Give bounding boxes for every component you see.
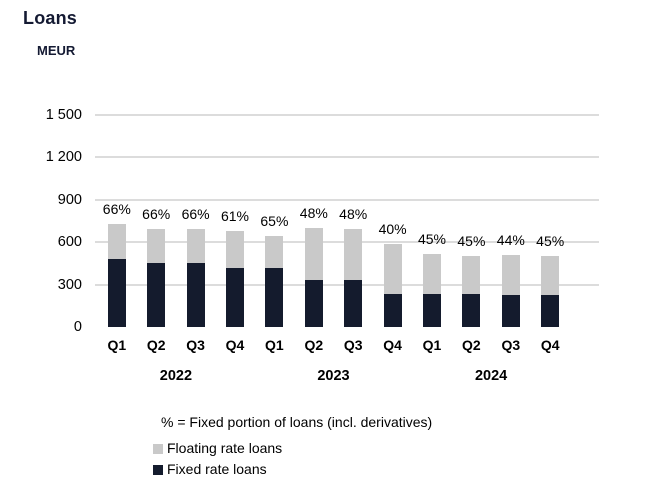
chart-title: Loans [23, 8, 78, 28]
bar-percent-label: 66% [102, 200, 131, 217]
bar-percent-label: 45% [457, 232, 486, 249]
bar-percent-label: 48% [299, 205, 328, 222]
bar-percent-label: 66% [181, 206, 210, 223]
bar-segment-fixed-rate [304, 279, 323, 327]
bar-segment-fixed-rate [107, 259, 126, 327]
bar-segment-floating-rate [383, 243, 402, 294]
x-axis-quarter-label: Q4 [225, 337, 245, 353]
bar-segment-floating-rate [265, 235, 284, 268]
legend-swatch-icon [153, 465, 163, 475]
bar-segment-floating-rate [423, 254, 441, 295]
y-axis-tick-label: 0 [73, 319, 82, 335]
y-axis-tick-label: 600 [57, 234, 82, 251]
bar-segment-fixed-rate [501, 295, 520, 327]
bar-segment-fixed-rate [265, 267, 284, 327]
bar-segment-floating-rate [186, 229, 205, 263]
y-axis-unit-label: MEUR [37, 43, 76, 58]
legend-item: Fixed rate loans [153, 461, 373, 479]
x-axis-year-label: 2024 [474, 368, 508, 384]
bar-segment-floating-rate [344, 229, 363, 281]
x-axis-quarter-label: Q2 [462, 337, 481, 353]
bar-segment-floating-rate [147, 229, 166, 263]
x-axis-quarter-label: Q1 [422, 337, 442, 353]
bar-segment-floating-rate [462, 255, 481, 295]
legend-item-label: Fixed rate loans [167, 461, 267, 477]
bar-segment-fixed-rate [462, 294, 481, 327]
legend-note: % = Fixed portion of loans (incl. deriva… [161, 414, 433, 430]
x-axis-quarter-label: Q4 [540, 337, 560, 353]
bar-segment-fixed-rate [226, 268, 244, 327]
bar-segment-fixed-rate [186, 262, 205, 327]
bar-segment-floating-rate [541, 255, 560, 295]
bar-segment-floating-rate [226, 230, 244, 269]
bar-segment-fixed-rate [541, 294, 560, 327]
bar-percent-label: 44% [496, 231, 525, 248]
legend-swatch-icon [153, 444, 163, 454]
bar-percent-label: 66% [142, 206, 171, 223]
bar-segment-fixed-rate [383, 293, 402, 327]
x-axis-quarter-label: Q1 [265, 337, 284, 353]
x-axis-year-label: 2022 [159, 368, 193, 384]
y-axis-tick-label: 1 200 [45, 149, 82, 166]
x-axis-quarter-label: Q4 [383, 337, 402, 353]
x-axis-quarter-label: Q2 [146, 337, 166, 353]
bar-percent-label: 48% [339, 206, 368, 223]
legend-item: Floating rate loans [153, 440, 373, 458]
x-axis-quarter-label: Q3 [186, 337, 205, 353]
x-axis-year-label: 2023 [317, 368, 350, 384]
bar-segment-floating-rate [304, 228, 323, 280]
x-axis-quarter-label: Q1 [107, 337, 127, 353]
bar-segment-floating-rate [501, 254, 520, 296]
y-axis-tick-label: 900 [57, 191, 82, 208]
bar-percent-label: 45% [536, 232, 565, 249]
bar-percent-label: 45% [417, 231, 447, 248]
bar-segment-fixed-rate [423, 294, 441, 327]
gridline [95, 114, 599, 116]
bar-segment-floating-rate [107, 223, 126, 260]
gridline [95, 198, 599, 201]
gridline [95, 156, 599, 159]
bar-segment-fixed-rate [344, 280, 363, 327]
x-axis-quarter-label: Q3 [501, 337, 521, 353]
bar-percent-label: 40% [378, 220, 407, 237]
y-axis-tick-label: 300 [57, 276, 82, 293]
bar-percent-label: 61% [220, 207, 250, 224]
bar-segment-fixed-rate [147, 262, 166, 327]
x-axis-quarter-label: Q3 [343, 337, 363, 353]
legend-item-label: Floating rate loans [167, 440, 283, 456]
bar-percent-label: 65% [260, 212, 289, 229]
x-axis-quarter-label: Q2 [304, 337, 324, 353]
y-axis-tick-label: 1 500 [45, 107, 82, 123]
